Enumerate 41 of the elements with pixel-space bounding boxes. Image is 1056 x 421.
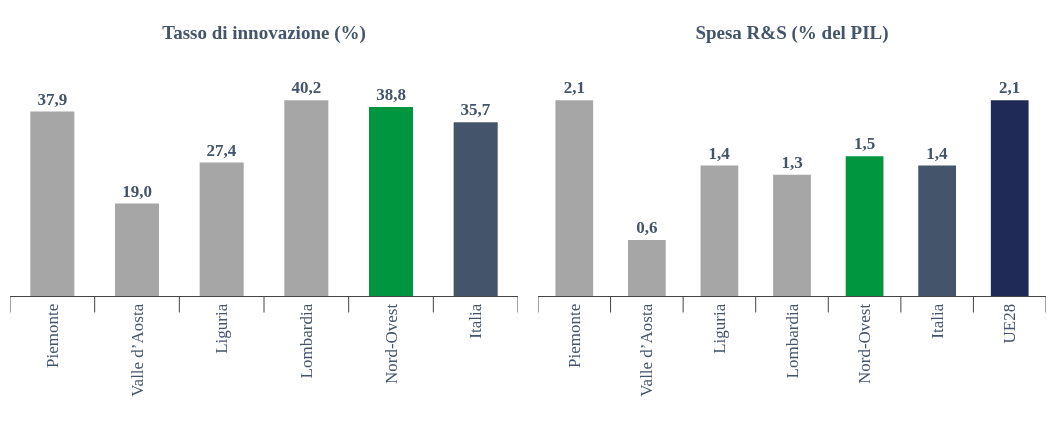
- x-tick-label: Nord-Ovest: [381, 303, 401, 385]
- x-tick-label: Lombardia: [296, 303, 316, 379]
- bar: [845, 156, 884, 296]
- data-label: 40,2: [291, 78, 322, 98]
- x-tick-label: Nord-Ovest: [855, 303, 875, 385]
- x-tick-label: Valle d’Aosta: [637, 303, 657, 397]
- x-tick-label: Piemonte: [564, 303, 584, 369]
- data-label: 1,5: [853, 134, 876, 154]
- bar: [368, 107, 414, 296]
- bar: [199, 162, 244, 296]
- x-tick-label: UE28: [1000, 303, 1020, 344]
- data-label: 19,0: [122, 181, 152, 201]
- x-tick-label: Liguria: [212, 303, 232, 354]
- x-tick-label: Italia: [927, 303, 947, 339]
- bar: [990, 100, 1029, 296]
- data-label: 27,4: [206, 140, 237, 160]
- data-label: 35,7: [460, 100, 491, 120]
- data-label: 1,4: [708, 143, 731, 163]
- data-label: 1,3: [781, 152, 803, 172]
- x-tick-label: Valle d’Aosta: [127, 303, 147, 397]
- bar: [555, 100, 594, 296]
- data-label: 2,1: [999, 78, 1021, 98]
- bar: [700, 165, 739, 296]
- chart-title: Spesa R&S (% del PIL): [695, 21, 889, 44]
- data-label: 37,9: [37, 89, 68, 109]
- x-tick-label: Piemonte: [42, 303, 62, 369]
- bar: [284, 100, 329, 296]
- data-label: 0,6: [636, 218, 658, 238]
- x-tick-label: Italia: [466, 303, 486, 339]
- x-tick-label: Lombardia: [782, 303, 802, 379]
- data-label: 2,1: [563, 78, 585, 98]
- bar: [114, 203, 160, 296]
- data-label: 38,8: [376, 85, 406, 105]
- bar: [30, 111, 75, 296]
- bar: [627, 240, 666, 296]
- data-label: 1,4: [926, 143, 949, 163]
- x-tick-label: Liguria: [709, 303, 729, 354]
- bar: [918, 165, 957, 296]
- bar: [453, 122, 498, 296]
- bar: [773, 174, 811, 296]
- chart-title: Tasso di innovazione (%): [162, 21, 366, 44]
